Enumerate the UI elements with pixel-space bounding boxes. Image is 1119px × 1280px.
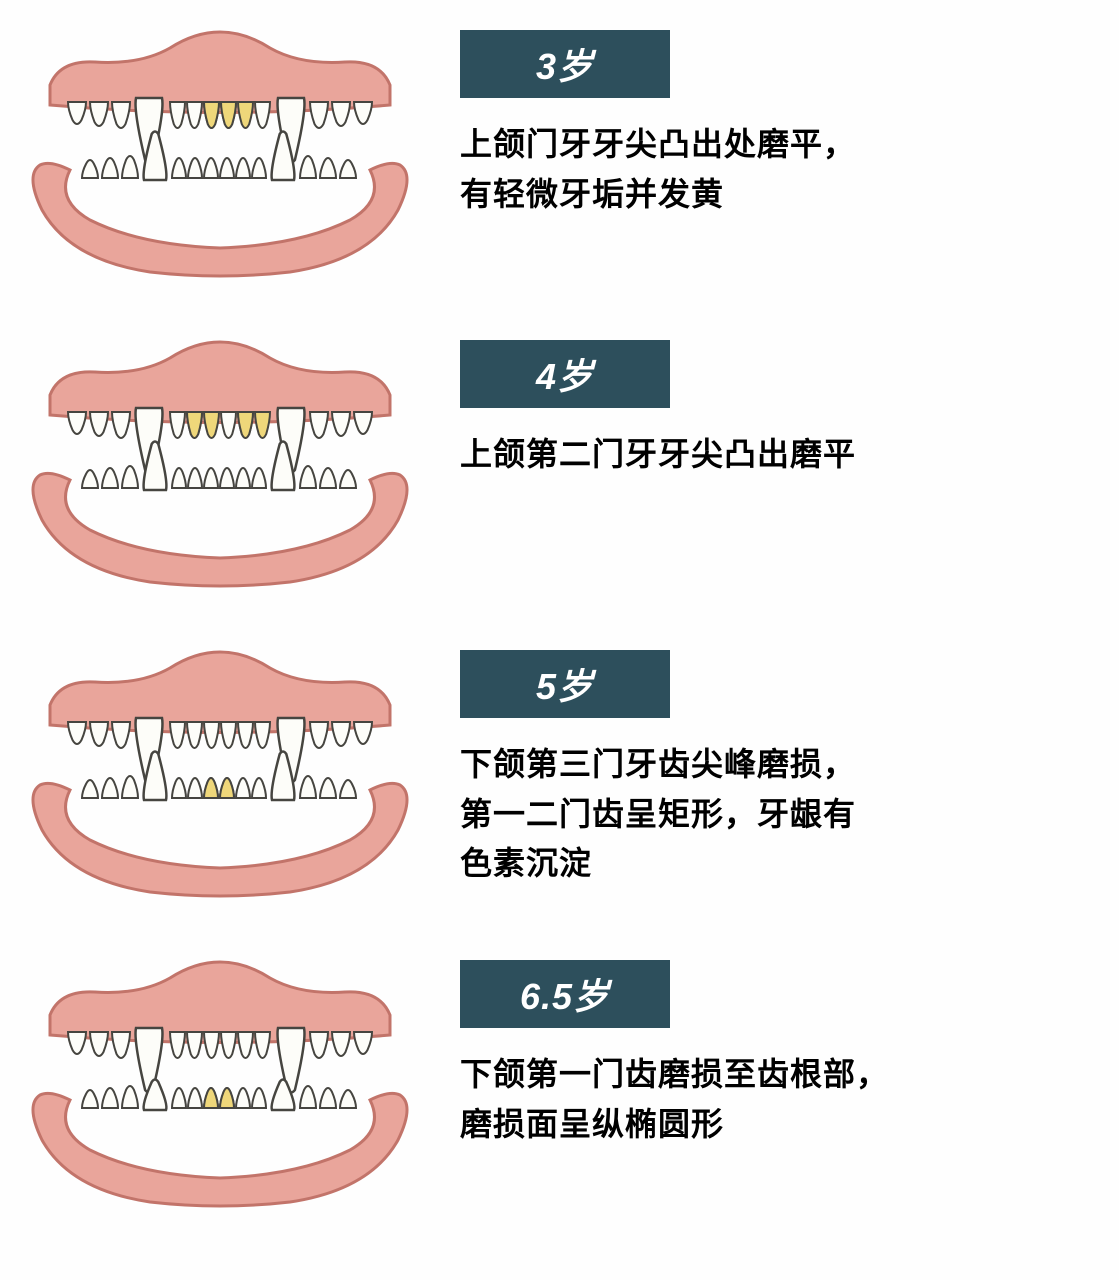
age-badge: 6.5岁 (460, 960, 670, 1028)
stage-description: 下颌第三门牙齿尖峰磨损， 第一二门齿呈矩形，牙龈有 色素沉淀 (460, 740, 1099, 889)
age-stage-row: 3岁上颌门牙牙尖凸出处磨平， 有轻微牙垢并发黄 (20, 10, 1099, 290)
stage-text-column: 5岁下颌第三门牙齿尖峰磨损， 第一二门齿呈矩形，牙龈有 色素沉淀 (460, 630, 1099, 889)
age-badge: 5岁 (460, 650, 670, 718)
stage-description: 上颌第二门牙牙尖凸出磨平 (460, 430, 1099, 480)
age-stage-row: 5岁下颌第三门牙齿尖峰磨损， 第一二门齿呈矩形，牙龈有 色素沉淀 (20, 630, 1099, 910)
teeth-diagram (20, 320, 420, 600)
teeth-diagram (20, 630, 420, 910)
age-stage-row: 6.5岁下颌第一门齿磨损至齿根部， 磨损面呈纵椭圆形 (20, 940, 1099, 1220)
stage-text-column: 6.5岁下颌第一门齿磨损至齿根部， 磨损面呈纵椭圆形 (460, 940, 1099, 1149)
stage-text-column: 3岁上颌门牙牙尖凸出处磨平， 有轻微牙垢并发黄 (460, 10, 1099, 219)
teeth-diagram (20, 940, 420, 1220)
age-badge: 3岁 (460, 30, 670, 98)
stage-description: 上颌门牙牙尖凸出处磨平， 有轻微牙垢并发黄 (460, 120, 1099, 219)
age-stage-row: 4岁上颌第二门牙牙尖凸出磨平 (20, 320, 1099, 600)
stage-text-column: 4岁上颌第二门牙牙尖凸出磨平 (460, 320, 1099, 480)
stage-description: 下颌第一门齿磨损至齿根部， 磨损面呈纵椭圆形 (460, 1050, 1099, 1149)
age-badge: 4岁 (460, 340, 670, 408)
teeth-diagram (20, 10, 420, 290)
